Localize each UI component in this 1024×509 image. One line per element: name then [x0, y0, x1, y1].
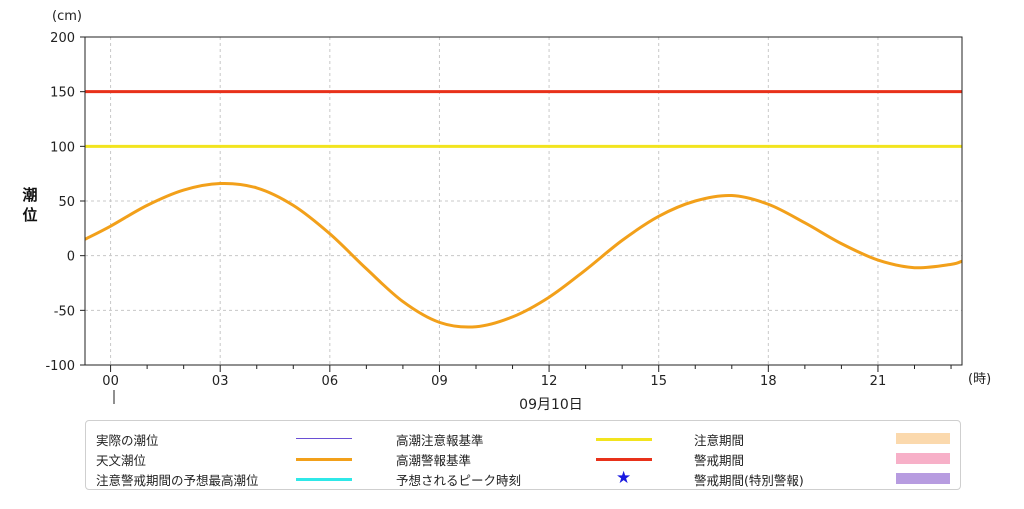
- y-tick-label: 150: [50, 86, 75, 101]
- legend-label: 高潮注意報基準: [396, 433, 484, 448]
- y-tick-label: -100: [45, 359, 75, 374]
- y-tick-label: 0: [67, 250, 75, 265]
- series-line-tide: [84, 181, 963, 329]
- legend-line-swatch: [296, 438, 352, 439]
- x-tick-label: 12: [541, 374, 558, 389]
- y-unit-label: (cm): [52, 9, 82, 24]
- legend-label: 注意警戒期間の予想最高潮位: [96, 473, 259, 488]
- legend-area-swatch: [896, 433, 950, 444]
- y-tick-label: 100: [50, 140, 75, 155]
- legend-area-swatch: [896, 453, 950, 464]
- y-tick-label: 200: [50, 31, 75, 46]
- y-tick-label: 50: [58, 195, 75, 210]
- x-tick-label: 06: [322, 374, 339, 389]
- x-tick-label: 15: [650, 374, 667, 389]
- x-tick-label: 18: [760, 374, 777, 389]
- star-icon: ★: [616, 468, 632, 488]
- threshold-lines: [85, 90, 962, 148]
- legend-label: 高潮警報基準: [396, 453, 472, 468]
- y-axis-label: 潮位: [22, 186, 37, 224]
- y-tick-label: -50: [54, 304, 75, 319]
- x-tick-label: 00: [102, 374, 119, 389]
- legend-line-swatch: [296, 478, 352, 481]
- x-tick-label: 21: [870, 374, 887, 389]
- legend-label: 実際の潮位: [96, 433, 159, 448]
- legend-label: 天文潮位: [96, 453, 147, 468]
- legend-label: 警戒期間(特別警報): [694, 473, 804, 488]
- legend-label: 予想されるピーク時刻: [396, 473, 522, 488]
- x-tick-label: 09: [431, 374, 448, 389]
- legend-area-swatch: [896, 473, 950, 484]
- legend-label: 注意期間: [694, 433, 745, 448]
- y-axis: 200 150 100 50 0 -50 -100: [45, 31, 85, 374]
- x-tick-label: 03: [212, 374, 229, 389]
- tide-chart: 200 150 100 50 0 -50 -100 00 03 06 09 12 15 18 21 (cm…: [22, 9, 991, 413]
- grid: [85, 36, 962, 366]
- series-layer: [84, 181, 963, 329]
- legend-line-swatch: [596, 438, 652, 441]
- legend-label: 警戒期間: [694, 453, 745, 468]
- legend-line-swatch: [596, 458, 652, 461]
- x-axis: 00 03 06 09 12 15 18 21: [102, 365, 952, 389]
- legend: 実際の潮位天文潮位注意警戒期間の予想最高潮位 高潮注意報基準 高潮警報基準予想される…: [85, 420, 961, 490]
- legend-line-swatch: [296, 458, 352, 461]
- x-unit-label: (時): [968, 372, 991, 387]
- date-label: 09月10日: [519, 397, 583, 413]
